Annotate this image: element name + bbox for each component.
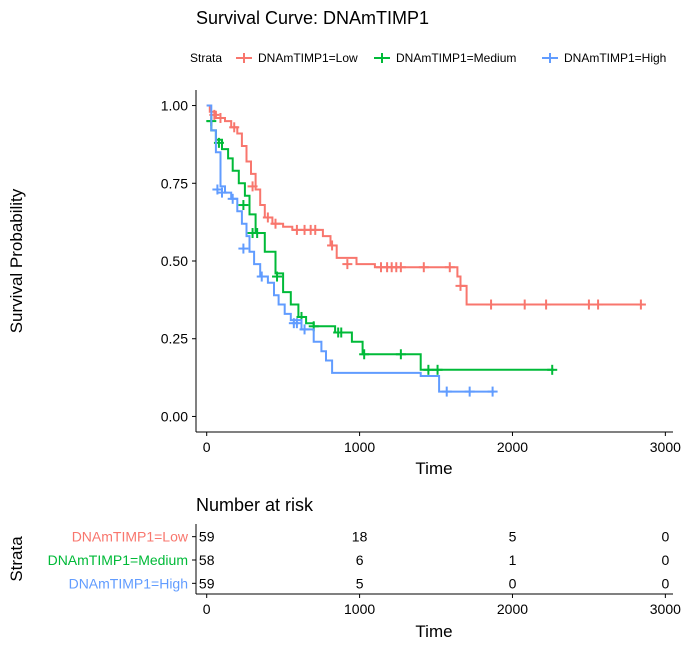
censor-mark: [238, 200, 249, 211]
series-group: [206, 116, 558, 375]
x-axis-ticks: 0 1000 2000 3000: [203, 432, 681, 455]
risk-count: 59: [199, 575, 215, 591]
legend-entry: DNAmTIMP1=Medium: [374, 51, 516, 65]
censor-mark: [342, 259, 353, 270]
censor-mark: [336, 327, 347, 338]
legend-label: DNAmTIMP1=Medium: [396, 51, 516, 65]
censor-mark: [583, 299, 594, 310]
censor-mark: [635, 299, 646, 310]
censor-mark: [547, 364, 558, 375]
risk-x-axis-title: Time: [415, 622, 452, 641]
y-tick-label: 0.50: [161, 253, 188, 269]
x-tick-label: 3000: [650, 439, 681, 455]
censor-mark: [229, 122, 240, 133]
legend-title: Strata: [190, 51, 222, 65]
x-tick-label: 0: [203, 439, 211, 455]
censor-mark: [327, 240, 338, 251]
legend-label: DNAmTIMP1=High: [564, 51, 666, 65]
risk-table-rows: DNAmTIMP1=Low 59 18 5 0 DNAmTIMP1=Medium 58 6 1 0…: [48, 529, 670, 592]
censor-mark: [359, 349, 370, 360]
x-tick-label: 2000: [497, 439, 528, 455]
risk-row-label: DNAmTIMP1=Low: [72, 529, 189, 545]
censor-mark: [444, 262, 455, 273]
risk-count: 5: [356, 575, 364, 591]
series-group: [206, 104, 646, 310]
survival-plot-panel: 0.00 0.25 0.50 0.75 1.00 0 1000 2000 3000: [161, 90, 681, 455]
risk-count: 0: [661, 575, 669, 591]
risk-table-title: Number at risk: [196, 495, 314, 515]
risk-row: DNAmTIMP1=Medium 58 6 1 0: [48, 552, 670, 568]
censor-mark: [487, 386, 498, 397]
x-tick-label: 1000: [344, 439, 375, 455]
survival-step-line: [206, 104, 644, 306]
censor-mark: [262, 212, 273, 223]
risk-row: DNAmTIMP1=High 59 5 0 0: [69, 575, 670, 591]
y-tick-label: 0.75: [161, 175, 188, 191]
risk-y-axis-title: Strata: [7, 536, 26, 582]
risk-count: 0: [509, 575, 517, 591]
risk-count: 58: [199, 552, 215, 568]
censor-mark: [395, 349, 406, 360]
censor-mark: [272, 271, 283, 282]
risk-row-label: DNAmTIMP1=High: [69, 575, 188, 591]
censor-mark: [215, 112, 226, 123]
censor-mark: [519, 299, 530, 310]
risk-x-tick-label: 3000: [650, 601, 681, 617]
legend-label: DNAmTIMP1=Low: [258, 51, 358, 65]
legend-entry: DNAmTIMP1=Low: [236, 51, 358, 65]
censor-mark: [252, 228, 263, 239]
risk-x-tick-label: 1000: [344, 601, 375, 617]
censor-mark: [216, 187, 227, 198]
risk-count: 18: [352, 529, 368, 545]
censor-mark: [418, 262, 429, 273]
survival-curves: [206, 104, 646, 397]
y-tick-label: 0.25: [161, 331, 188, 347]
risk-row: DNAmTIMP1=Low 59 18 5 0: [72, 529, 670, 545]
censor-mark: [227, 193, 238, 204]
survival-step-line: [206, 104, 495, 393]
risk-count: 0: [661, 529, 669, 545]
survival-step-line: [206, 120, 554, 371]
censor-mark: [256, 271, 267, 282]
x-axis-title: Time: [415, 459, 452, 478]
risk-count: 59: [199, 529, 215, 545]
chart-title: Survival Curve: DNAmTIMP1: [196, 8, 429, 28]
censor-mark: [238, 243, 249, 254]
legend: Strata DNAmTIMP1=Low DNAmTIMP1=Medium DNAmT…: [190, 51, 666, 65]
censor-mark: [395, 262, 406, 273]
y-tick-label: 0.00: [161, 408, 188, 424]
y-axis-ticks: 0.00 0.25 0.50 0.75 1.00: [161, 98, 196, 424]
legend-entry: DNAmTIMP1=High: [542, 51, 666, 65]
censor-mark: [441, 386, 452, 397]
risk-row-label: DNAmTIMP1=Medium: [48, 552, 188, 568]
censor-mark: [247, 181, 258, 192]
risk-count: 6: [356, 552, 364, 568]
censor-mark: [593, 299, 604, 310]
censor-mark: [299, 324, 310, 335]
risk-x-axis-ticks: 0 1000 2000 3000: [203, 594, 681, 617]
censor-mark: [486, 299, 497, 310]
risk-x-tick-label: 0: [203, 601, 211, 617]
y-tick-label: 1.00: [161, 98, 188, 114]
censor-mark: [423, 364, 434, 375]
series-group: [206, 104, 498, 397]
risk-x-tick-label: 2000: [497, 601, 528, 617]
censor-mark: [455, 280, 466, 291]
risk-count: 1: [509, 552, 517, 568]
censor-mark: [541, 299, 552, 310]
censor-mark: [464, 386, 475, 397]
censor-mark: [270, 218, 281, 229]
risk-count: 5: [509, 529, 517, 545]
censor-mark: [310, 224, 321, 235]
censor-mark: [291, 318, 302, 329]
y-axis-title: Survival Probability: [7, 188, 26, 333]
censor-mark: [432, 364, 443, 375]
risk-count: 0: [661, 552, 669, 568]
